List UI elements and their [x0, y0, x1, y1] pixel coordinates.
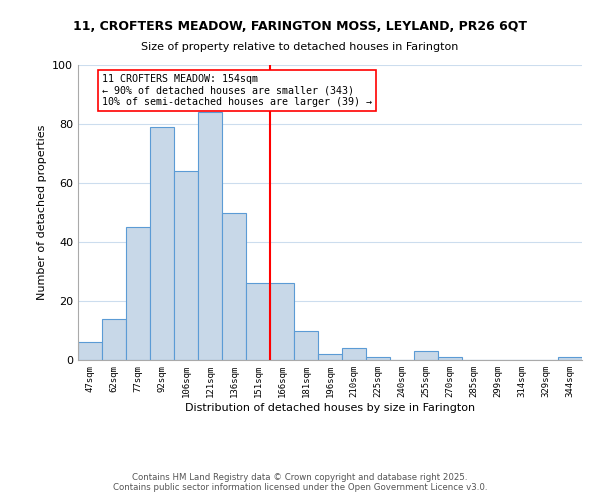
Bar — [246, 284, 270, 360]
Bar — [150, 127, 174, 360]
Text: Contains HM Land Registry data © Crown copyright and database right 2025.
Contai: Contains HM Land Registry data © Crown c… — [113, 473, 487, 492]
X-axis label: Distribution of detached houses by size in Farington: Distribution of detached houses by size … — [185, 402, 475, 412]
Bar — [222, 212, 246, 360]
Text: 11, CROFTERS MEADOW, FARINGTON MOSS, LEYLAND, PR26 6QT: 11, CROFTERS MEADOW, FARINGTON MOSS, LEY… — [73, 20, 527, 33]
Bar — [102, 318, 126, 360]
Bar — [318, 354, 342, 360]
Bar — [270, 284, 294, 360]
Bar — [78, 342, 102, 360]
Bar — [438, 357, 462, 360]
Bar — [414, 351, 438, 360]
Bar — [198, 112, 222, 360]
Bar — [126, 227, 150, 360]
Bar — [294, 330, 318, 360]
Bar — [342, 348, 366, 360]
Bar — [366, 357, 390, 360]
Bar — [558, 357, 582, 360]
Text: 11 CROFTERS MEADOW: 154sqm
← 90% of detached houses are smaller (343)
10% of sem: 11 CROFTERS MEADOW: 154sqm ← 90% of deta… — [102, 74, 372, 107]
Y-axis label: Number of detached properties: Number of detached properties — [37, 125, 47, 300]
Text: Size of property relative to detached houses in Farington: Size of property relative to detached ho… — [142, 42, 458, 52]
Bar — [174, 171, 198, 360]
